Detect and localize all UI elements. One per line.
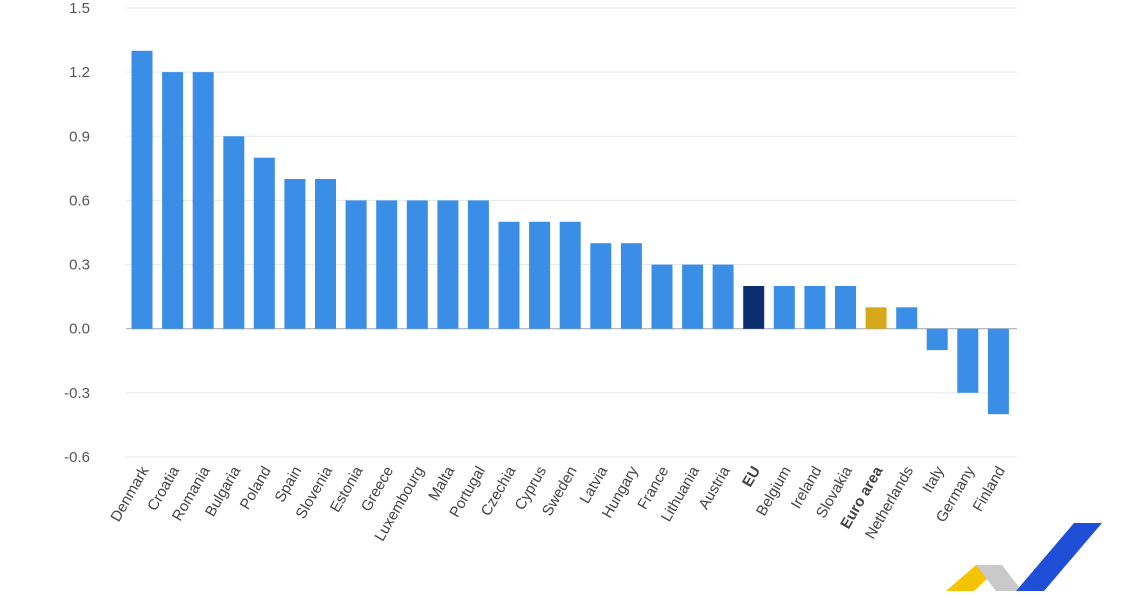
bar-greece (376, 200, 398, 329)
bar-bulgaria (223, 136, 245, 329)
bar-cyprus (529, 221, 551, 329)
bar-finland (987, 328, 1009, 415)
bar-france (651, 264, 673, 329)
bar-estonia (345, 200, 367, 329)
y-tick-label: 1.5 (69, 0, 90, 17)
x-axis-ticks: DenmarkCroatiaRomaniaBulgariaPolandSpain… (107, 463, 1009, 544)
bar-italy (926, 328, 948, 351)
y-tick-label: 0.6 (69, 192, 90, 209)
x-tick-label: Italy (919, 463, 948, 496)
bar-romania (192, 72, 214, 329)
bar-sweden (559, 221, 581, 329)
bar-czechia (498, 221, 520, 329)
logo-grey-shape (976, 565, 1022, 591)
y-tick-label: 0.3 (69, 257, 90, 274)
bar-slovenia (315, 179, 336, 329)
y-tick-label: 0.0 (69, 321, 90, 338)
bar-poland (253, 157, 275, 329)
y-axis-ticks: 1.5 1.2 0.9 0.6 0.3 0.0 -0.3 -0.6 (64, 0, 90, 466)
bar-denmark (131, 50, 153, 329)
x-tick-label: Denmark (107, 463, 152, 525)
bar-ireland (804, 286, 826, 329)
bar-luxembourg (406, 200, 428, 329)
bar-slovakia (835, 286, 856, 329)
bar-lithuania (682, 264, 704, 329)
y-tick-label: -0.6 (64, 449, 90, 466)
y-tick-label: 0.9 (69, 128, 90, 145)
bar-euro-area (865, 307, 887, 329)
bar-hungary (620, 243, 642, 329)
bar-croatia (162, 72, 184, 329)
bars (131, 50, 1009, 415)
bar-malta (437, 200, 459, 329)
bar-eu (743, 286, 765, 329)
bar-austria (712, 264, 734, 329)
y-tick-label: 1.2 (69, 64, 90, 81)
x-tick-label: Austria (696, 463, 734, 512)
x-tick-label: EU (739, 464, 764, 491)
y-tick-label: -0.3 (64, 385, 90, 402)
bar-latvia (590, 243, 612, 329)
bar-germany (957, 328, 979, 393)
eurostat-logo (946, 523, 1102, 591)
bar-portugal (467, 200, 489, 329)
bar-spain (284, 179, 306, 329)
bar-belgium (773, 286, 795, 329)
bar-netherlands (896, 307, 918, 329)
x-tick-label: Poland (237, 464, 275, 513)
logo-blue-shape (1016, 523, 1102, 591)
